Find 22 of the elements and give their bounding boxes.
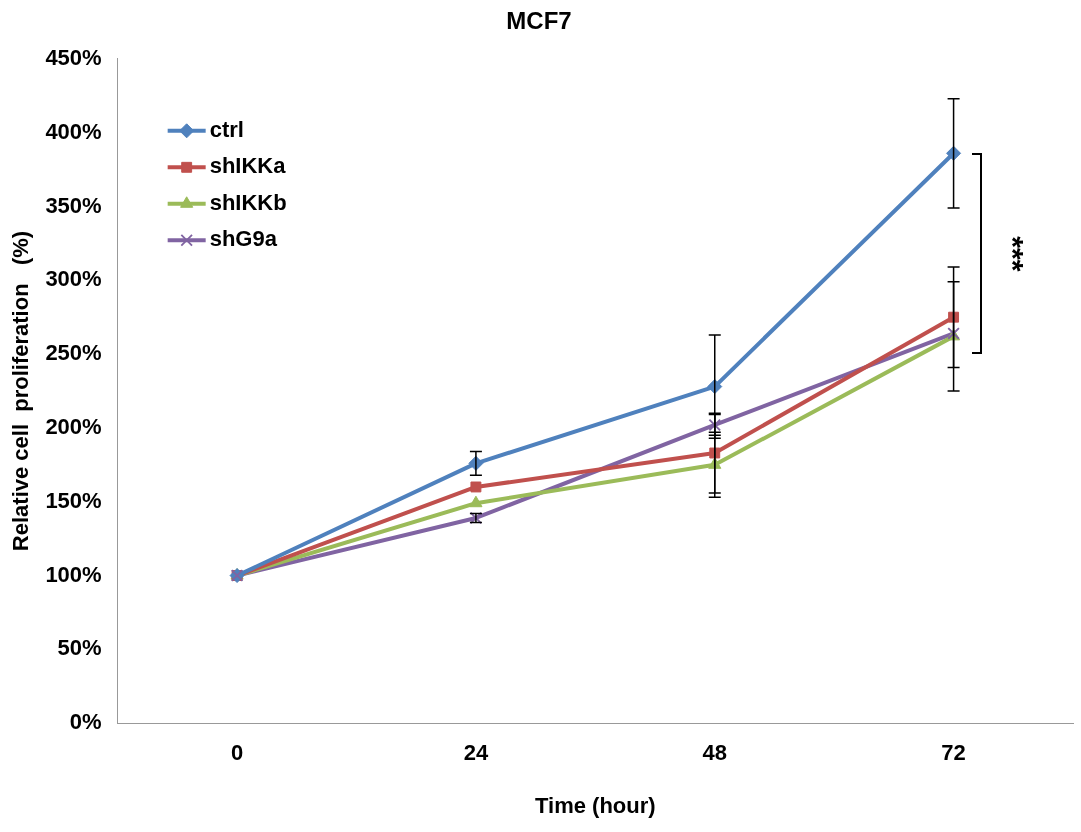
y-tick-label: 200% (45, 413, 102, 439)
y-axis-title: Relative cell proliferation (%) (8, 230, 34, 552)
legend-label: shIKKb (209, 189, 287, 215)
x-tick-label: 0 (230, 740, 244, 766)
legend-label: shIKKa (209, 153, 287, 179)
y-tick-label: 400% (45, 118, 102, 144)
y-tick-label: 100% (45, 561, 102, 587)
y-tick-label: 450% (45, 44, 102, 70)
x-tick-label: 72 (941, 740, 966, 766)
x-tick-label: 24 (463, 740, 489, 766)
y-tick-label: 0% (69, 709, 102, 735)
y-tick-label: 150% (45, 487, 102, 513)
y-tick-label: 250% (45, 340, 102, 366)
y-tick-label: 300% (45, 266, 102, 292)
y-tick-label: 50% (57, 635, 102, 661)
x-axis-title: Time (hour) (535, 792, 656, 818)
chart-title: MCF7 (506, 7, 572, 35)
legend-label: shG9a (209, 226, 278, 252)
y-tick-label: 350% (45, 192, 102, 218)
legend-label: ctrl (209, 116, 244, 142)
annotation: *** (997, 236, 1031, 272)
x-tick-label: 48 (702, 740, 727, 766)
